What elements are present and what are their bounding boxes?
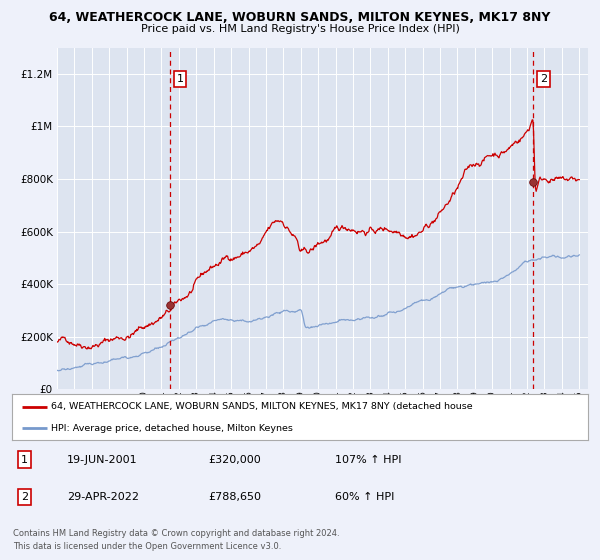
Text: 2: 2 (21, 492, 28, 502)
Text: 2: 2 (539, 74, 547, 84)
Text: Contains HM Land Registry data © Crown copyright and database right 2024.: Contains HM Land Registry data © Crown c… (13, 529, 340, 538)
Text: 64, WEATHERCOCK LANE, WOBURN SANDS, MILTON KEYNES, MK17 8NY (detached house: 64, WEATHERCOCK LANE, WOBURN SANDS, MILT… (51, 402, 473, 411)
Text: This data is licensed under the Open Government Licence v3.0.: This data is licensed under the Open Gov… (13, 542, 281, 551)
Text: £788,650: £788,650 (208, 492, 261, 502)
Text: 107% ↑ HPI: 107% ↑ HPI (335, 455, 401, 465)
Text: £320,000: £320,000 (208, 455, 260, 465)
Text: HPI: Average price, detached house, Milton Keynes: HPI: Average price, detached house, Milt… (51, 423, 293, 433)
Text: 64, WEATHERCOCK LANE, WOBURN SANDS, MILTON KEYNES, MK17 8NY: 64, WEATHERCOCK LANE, WOBURN SANDS, MILT… (49, 11, 551, 24)
Text: 1: 1 (176, 74, 184, 84)
Text: 1: 1 (21, 455, 28, 465)
Text: 19-JUN-2001: 19-JUN-2001 (67, 455, 137, 465)
Text: Price paid vs. HM Land Registry's House Price Index (HPI): Price paid vs. HM Land Registry's House … (140, 24, 460, 34)
Text: 29-APR-2022: 29-APR-2022 (67, 492, 139, 502)
Text: 60% ↑ HPI: 60% ↑ HPI (335, 492, 394, 502)
